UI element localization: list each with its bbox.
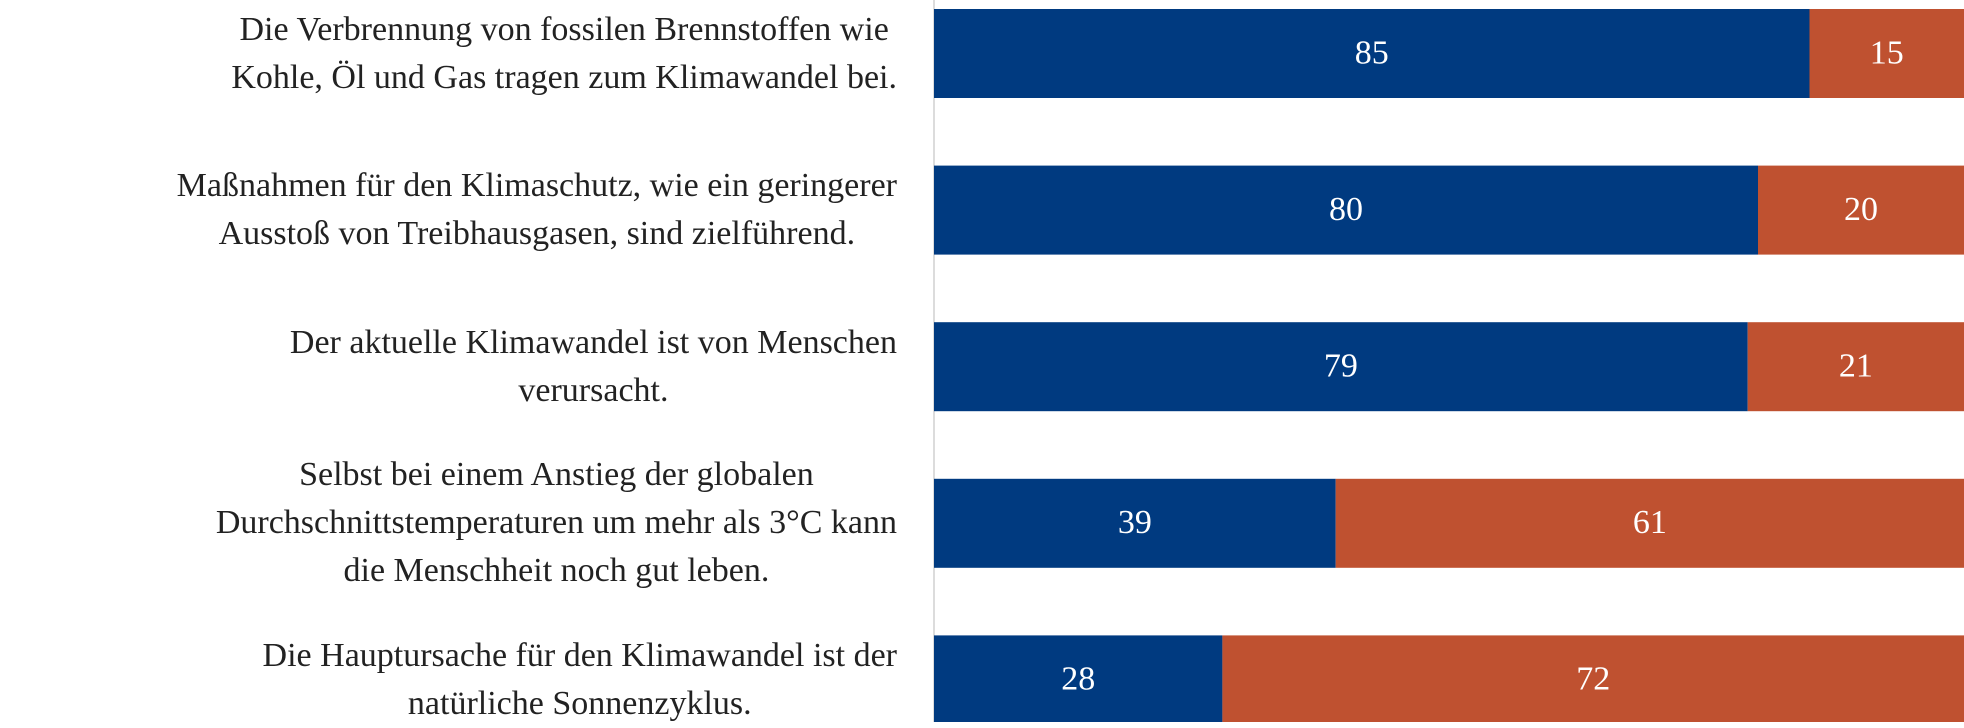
category-label: Die Hauptursache für den Klimawandel ist… (263, 632, 897, 728)
value-label: 72 (1576, 661, 1610, 698)
category-label: Maßnahmen für den Klimaschutz, wie ein g… (177, 162, 897, 258)
value-label: 21 (1839, 347, 1873, 384)
category-label: Der aktuelle Klimawandel ist von Mensche… (290, 319, 897, 415)
value-label: 28 (1061, 661, 1095, 698)
value-label: 15 (1870, 34, 1904, 71)
value-label: 61 (1633, 504, 1667, 541)
category-label: Die Verbrennung von fossilen Brennstoffe… (231, 6, 897, 102)
value-label: 39 (1118, 504, 1152, 541)
value-label: 80 (1329, 191, 1363, 228)
value-label: 20 (1844, 191, 1878, 228)
value-label: 79 (1324, 347, 1358, 384)
category-label: Selbst bei einem Anstieg der globalen Du… (216, 451, 897, 595)
value-label: 85 (1355, 34, 1389, 71)
